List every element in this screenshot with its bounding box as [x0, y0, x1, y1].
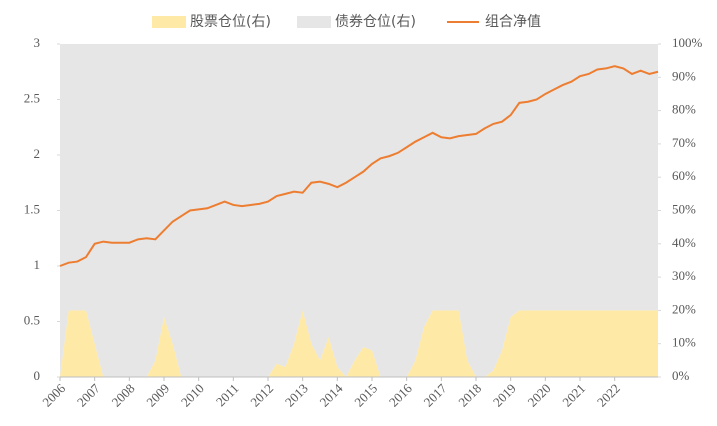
y2-tick-label: 100%	[672, 35, 703, 50]
legend-swatch	[297, 16, 331, 28]
y2-tick-label: 40%	[672, 235, 696, 250]
x-tick-label: 2006	[39, 380, 68, 409]
x-tick-label: 2017	[421, 380, 450, 409]
y2-tick-label: 0%	[672, 368, 690, 383]
y2-tick-label: 60%	[672, 168, 696, 183]
x-tick-label: 2012	[247, 381, 276, 410]
line	[59, 65, 659, 267]
y-tick-label: 2	[34, 146, 41, 161]
x-tick-label: 2007	[74, 380, 103, 409]
x-tick-label: 2016	[386, 380, 415, 409]
y-tick-label: 2.5	[24, 90, 40, 105]
y-tick-label: 0	[34, 368, 41, 383]
x-tick-label: 2009	[143, 381, 172, 410]
x-tick-label: 2010	[178, 381, 207, 410]
x-tick-label: 2020	[525, 381, 554, 410]
y2-tick-label: 90%	[672, 68, 696, 83]
area	[60, 44, 658, 377]
y2-tick-label: 30%	[672, 268, 696, 283]
x-tick-label: 2022	[594, 381, 623, 410]
x-tick-label: 2015	[351, 381, 380, 410]
y-tick-label: 3	[34, 35, 41, 50]
x-tick-label: 2011	[213, 381, 242, 410]
area	[60, 310, 658, 377]
y-tick-label: 1	[34, 257, 41, 272]
y-tick-label: 0.5	[24, 312, 40, 327]
x-tick-label: 2013	[282, 381, 311, 410]
y2-tick-label: 20%	[672, 301, 696, 316]
y2-tick-label: 50%	[672, 201, 696, 216]
x-tick-label: 2014	[317, 380, 346, 409]
x-tick-label: 2021	[559, 381, 588, 410]
x-tick-label: 2019	[490, 381, 519, 410]
y2-tick-label: 80%	[672, 102, 696, 117]
y2-tick-label: 70%	[672, 135, 696, 150]
legend-label: 债券仓位(右)	[335, 14, 416, 30]
legend-label: 组合净值	[485, 14, 541, 30]
y2-tick-label: 10%	[672, 335, 696, 350]
legend-swatch	[152, 16, 186, 28]
legend-label: 股票仓位(右)	[190, 14, 271, 30]
y-tick-label: 1.5	[24, 201, 40, 216]
x-tick-label: 2018	[455, 381, 484, 410]
x-tick-label: 2008	[109, 381, 138, 410]
